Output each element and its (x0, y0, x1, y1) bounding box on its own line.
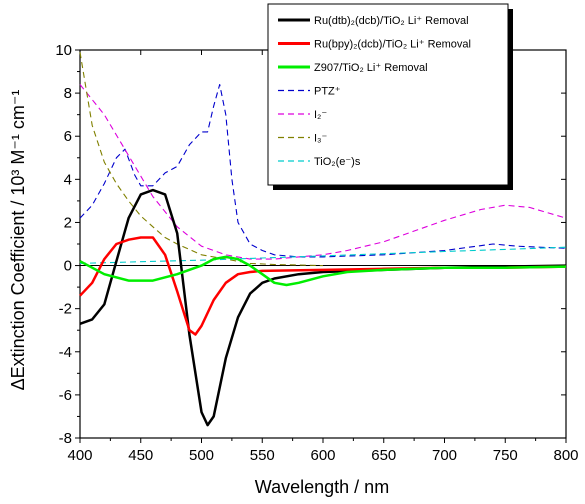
series-line-2 (79, 255, 567, 287)
series-line-5 (79, 52, 324, 267)
x-tick-label: 750 (493, 447, 518, 464)
legend-label-3: PTZ⁺ (314, 86, 341, 98)
legend-box (267, 3, 509, 186)
series-line-6 (79, 246, 567, 264)
legend-label-5: I₃⁻ (314, 133, 328, 145)
axis-ticks: 400 450 500 550 600 650 700 750 800 -8 -6 -4 -2 0 2 4 6 8… (55, 42, 578, 464)
legend-label-4: I₂⁻ (314, 109, 327, 121)
legend-label-1: Ru(bpy)₂(dcb)/TiO₂ Li⁺ Removal (314, 39, 471, 51)
y-tick-label: -2 (59, 301, 72, 318)
legend-label-2: Z907/TiO₂ Li⁺ Removal (314, 62, 428, 74)
series-line-1 (79, 236, 567, 336)
x-tick-label: 600 (310, 447, 335, 464)
y-tick-label: 0 (64, 258, 72, 275)
y-tick-label: -4 (59, 344, 72, 361)
y-axis-label: ΔExtinction Coefficient / 10³ M⁻¹ cm⁻¹ (8, 90, 28, 391)
x-tick-label: 700 (432, 447, 457, 464)
x-tick-label: 450 (128, 447, 153, 464)
legend: Ru(dtb)₂(dcb)/TiO₂ Li⁺ Removal Ru(bpy)₂(d… (267, 3, 513, 190)
x-tick-label: 500 (189, 447, 214, 464)
series-line-0 (79, 188, 567, 427)
series-line-4 (79, 84, 567, 260)
series-layer (79, 52, 567, 427)
y-tick-label: -6 (59, 387, 72, 404)
x-tick-label: 550 (250, 447, 275, 464)
y-tick-label: 10 (55, 42, 72, 59)
series-line-3 (79, 83, 567, 258)
legend-label-6: TiO₂(e⁻)s (314, 156, 361, 168)
x-tick-label: 800 (553, 447, 578, 464)
x-tick-label: 650 (371, 447, 396, 464)
y-tick-label: 4 (64, 171, 72, 188)
y-tick-label: -8 (59, 430, 72, 447)
legend-label-0: Ru(dtb)₂(dcb)/TiO₂ Li⁺ Removal (314, 15, 469, 27)
x-axis-label: Wavelength / nm (255, 477, 389, 497)
y-tick-label: 2 (64, 214, 72, 231)
y-tick-label: 8 (64, 85, 72, 102)
y-tick-label: 6 (64, 128, 72, 145)
x-tick-label: 400 (67, 447, 92, 464)
